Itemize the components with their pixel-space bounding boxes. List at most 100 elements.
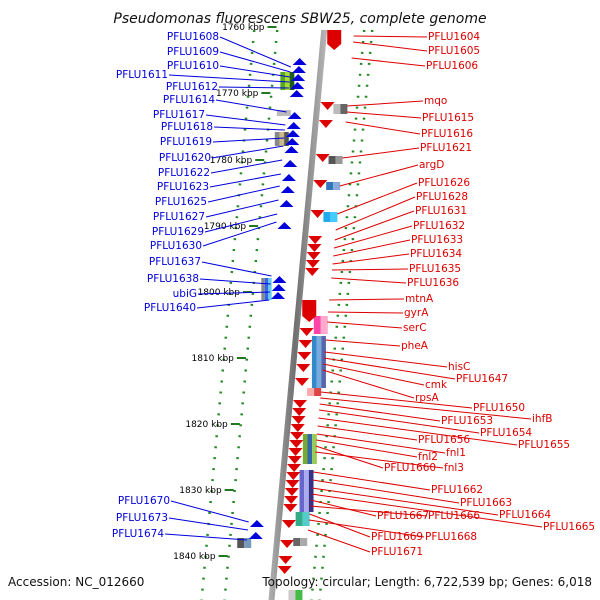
gene-label-left: PFLU1618 [161,121,213,133]
right-label-leader [322,369,415,399]
right-label-leader [320,391,473,409]
right-label-leader [335,196,416,231]
gene-arrow-down [305,260,320,268]
right-label-leader [332,253,410,265]
gene-arrow-up [291,66,306,73]
gene-arrow-down [298,340,313,348]
gene-label-right: hisC [448,361,470,373]
feature-block [293,538,301,546]
feature-tracks [237,72,348,600]
feature-block [323,212,331,222]
feature-block [271,278,276,300]
gene-arrow-down [286,472,301,480]
gene-label-right: PFLU1654 [480,427,532,439]
gene-label-right: PFLU1605 [428,45,480,57]
right-label-leader [353,41,428,52]
gene-label-left: PFLU1619 [160,136,212,148]
gene-label-right: PFLU1650 [473,402,525,414]
gene-label-right: PFLU1632 [413,220,465,232]
feature-block [284,132,289,146]
gene-arrow-up [280,186,295,193]
gene-label-right: PFLU1606 [426,60,478,72]
gene-arrow-down [284,488,299,496]
gene-arrow-up [283,160,298,167]
gene-label-left: PFLU1640 [144,302,196,314]
feature-block [340,104,348,114]
gene-arrow-down [287,456,302,464]
left-label-leader [219,51,291,73]
gene-arrow-up [277,222,292,229]
feature-block [295,512,303,526]
gene-arrow-down [289,440,304,448]
genome-summary-text: Topology: circular; Length: 6,722,539 bp… [261,575,592,589]
right-label-leader [351,57,426,67]
feature-block [314,388,322,396]
gene-arrow-up [249,520,264,527]
gene-arrow-down [327,30,342,50]
right-label-leader [334,210,415,241]
gene-label-left: PFLU1627 [153,211,205,223]
gene-label-left: PFLU1623 [157,181,209,193]
right-label-leader [315,451,444,469]
gene-arrow-down [318,120,333,128]
gene-arrow-down [297,352,312,360]
gene-label-right: serC [403,322,427,334]
feature-block [295,590,303,600]
left-label-leader [207,185,280,203]
feature-block [288,590,296,600]
kbp-tick-label: 1760 kbp [222,23,265,33]
gene-label-left: PFLU1673 [116,512,168,524]
gene-arrow-up [287,112,302,119]
feature-block [307,388,315,396]
gene-label-right: PFLU1655 [518,439,570,451]
gene-label-right: PFLU1604 [428,31,480,43]
gene-arrow-up [281,174,296,181]
kbp-tick-label: 1830 kbp [179,486,222,496]
feature-block [330,212,338,222]
right-label-leader [320,397,532,420]
accession-text: Accession: NC_012660 [8,575,144,589]
right-label-leader [337,182,418,215]
right-label-leader [332,268,409,271]
gene-label-left: PFLU1637 [149,256,201,268]
feature-block [328,156,336,164]
feature-block [244,538,252,548]
gene-label-left: PFLU1638 [147,273,199,285]
right-label-leader [345,121,421,135]
gene-arrow-down [288,448,303,456]
gene-arrow-down [313,180,328,188]
right-label-leader [313,471,431,491]
right-label-leader [347,100,424,107]
left-label-leader [168,74,290,83]
gene-label-left: PFLU1625 [155,196,207,208]
right-label-leader [328,311,404,314]
right-strand-genes [277,30,342,574]
right-label-leader [310,499,377,517]
kbp-tick-label: 1770 kbp [216,89,259,99]
left-label-leader [218,86,289,89]
left-label-leader [202,221,277,247]
right-label-leader [333,225,413,249]
kbp-tick-label: 1820 kbp [185,420,228,430]
right-label-leader [333,239,411,257]
gene-arrow-down [315,154,330,162]
right-label-leader [316,433,446,454]
feature-block [321,336,326,388]
left-label-leader [170,500,249,523]
left-label-leader [197,291,271,295]
kbp-tick-label: 1780 kbp [210,156,253,166]
gene-label-right: PFLU1615 [422,112,474,124]
right-label-leader [346,111,422,119]
gene-arrow-down [305,268,320,276]
gene-label-right: PFLU1626 [418,177,470,189]
gene-label-left: PFLU1610 [167,60,219,72]
gene-arrow-up [291,74,306,81]
right-label-leader [311,487,499,516]
gene-label-left: PFLU1608 [167,31,219,43]
gene-arrow-down [290,432,305,440]
left-label-leader [215,99,287,113]
left-label-leader [211,145,284,159]
right-label-leader [312,479,460,504]
gene-arrow-up [292,58,307,65]
